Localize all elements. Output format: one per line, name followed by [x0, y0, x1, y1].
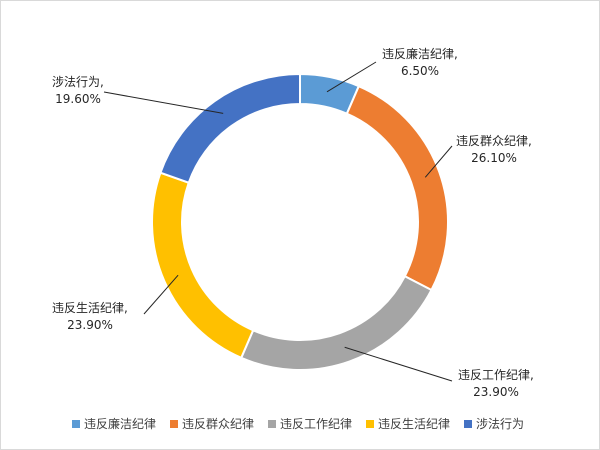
data-label-category-3: 违反工作纪律, — [458, 368, 534, 382]
data-label-value-1: 6.50% — [401, 64, 439, 78]
slices-group — [151, 72, 449, 371]
legend: 违反廉洁纪律 违反群众纪律 违反工作纪律 违反生活纪律 涉法行为 — [72, 416, 524, 431]
legend-swatch-1 — [72, 420, 80, 428]
data-label-category-1: 违反廉洁纪律, — [382, 46, 458, 61]
donut-slice-2 — [345, 84, 449, 292]
data-label-value-4: 23.90% — [67, 318, 113, 332]
legend-label-5: 涉法行为 — [476, 417, 524, 431]
legend-swatch-4 — [366, 420, 374, 428]
data-labels-group: 违反廉洁纪律, 6.50% 违反群众纪律, 26.10% 违反工作纪律, 23.90% 违反… — [52, 46, 534, 399]
legend-label-1: 违反廉洁纪律 — [84, 416, 156, 431]
donut-slice-4 — [151, 171, 255, 360]
leader-lines-group — [103, 61, 453, 382]
legend-swatch-5 — [464, 420, 472, 428]
data-label-category-5: 涉法行为, — [52, 75, 104, 89]
leader-line-1 — [326, 61, 377, 93]
donut-slice-5 — [159, 72, 301, 185]
legend-swatch-3 — [268, 420, 276, 428]
donut-slice-3 — [239, 274, 433, 371]
data-label-value-2: 26.10% — [471, 151, 517, 165]
leader-line-3 — [344, 346, 453, 382]
leader-line-5 — [103, 91, 224, 114]
data-label-category-4: 违反生活纪律, — [52, 301, 128, 315]
leader-line-2 — [424, 145, 453, 178]
data-label-category-2: 违反群众纪律, — [456, 134, 532, 148]
legend-label-4: 违反生活纪律 — [378, 417, 450, 431]
data-label-value-5: 19.60% — [55, 92, 101, 106]
legend-swatch-2 — [170, 420, 178, 428]
legend-label-2: 违反群众纪律 — [182, 417, 254, 431]
legend-label-3: 违反工作纪律 — [280, 417, 352, 431]
data-label-value-3: 23.90% — [473, 385, 519, 399]
leader-line-4 — [143, 274, 179, 315]
